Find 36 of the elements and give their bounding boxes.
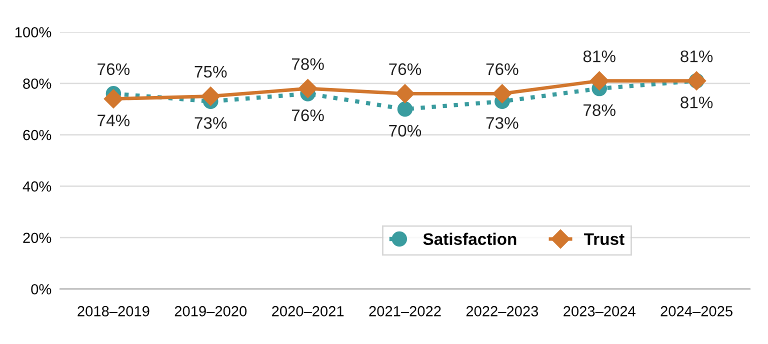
data-label: 73% xyxy=(194,117,227,129)
data-label: 76% xyxy=(292,109,324,122)
y-tick-label: 40% xyxy=(22,181,52,192)
point xyxy=(395,84,415,104)
x-tick-label: 2022–2023 xyxy=(466,306,538,316)
point xyxy=(397,101,413,117)
point xyxy=(298,79,318,98)
point xyxy=(104,89,123,108)
data-label: 78% xyxy=(584,104,616,116)
legend-label: Satisfaction xyxy=(423,232,516,246)
x-tick-label: 2019–2020 xyxy=(174,306,247,316)
point xyxy=(201,86,220,106)
x-tick-label: 2024–2025 xyxy=(660,306,732,316)
data-label: 81% xyxy=(583,50,616,62)
data-label: 76% xyxy=(98,63,130,76)
data-label: 76% xyxy=(389,63,422,76)
x-tick-label: 2020–2021 xyxy=(272,306,344,316)
x-tick-label: 2021–2022 xyxy=(369,306,441,316)
data-label: 81% xyxy=(680,50,713,62)
y-tick-label: 60% xyxy=(23,130,52,140)
legend-label: Trust xyxy=(584,233,624,246)
data-label: 81% xyxy=(680,96,713,108)
x-tick-label: 2018–2019 xyxy=(78,306,150,316)
y-tick-label: 100% xyxy=(15,27,52,38)
data-label: 78% xyxy=(292,58,324,70)
point xyxy=(492,84,512,104)
y-tick-label: 0% xyxy=(31,284,52,294)
x-tick-label: 2023–2024 xyxy=(564,306,636,316)
data-label: 74% xyxy=(98,114,130,126)
data-label: 73% xyxy=(486,117,518,129)
data-label: 70% xyxy=(389,124,422,137)
y-tick-label: 20% xyxy=(23,232,52,244)
y-tick-label: 80% xyxy=(23,78,52,89)
data-label: 75% xyxy=(194,66,227,78)
point xyxy=(590,71,609,90)
data-label: 76% xyxy=(486,63,518,76)
